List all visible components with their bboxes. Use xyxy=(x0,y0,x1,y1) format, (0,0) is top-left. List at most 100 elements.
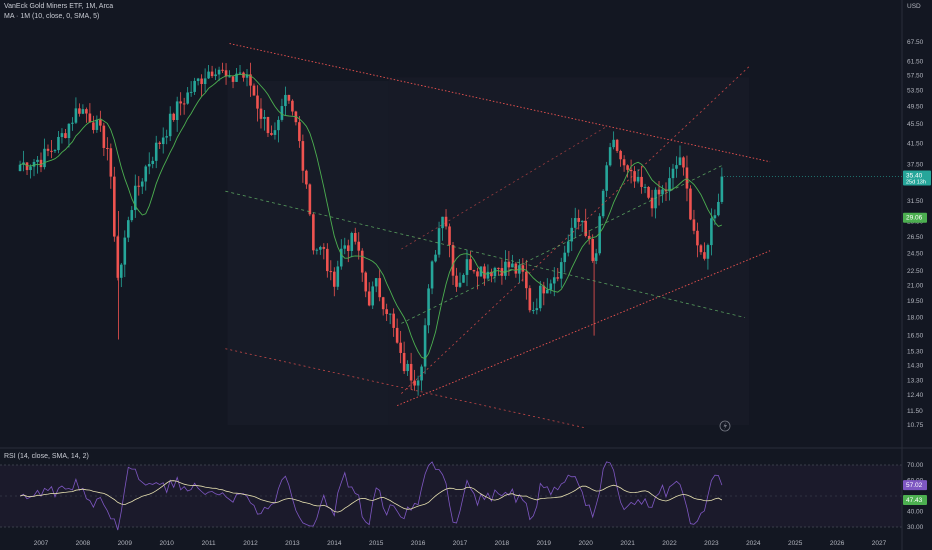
candle-body xyxy=(130,210,134,221)
time-tick-label: 2024 xyxy=(746,540,761,547)
candle-body xyxy=(203,78,207,85)
candle-body xyxy=(671,168,675,179)
candle-body xyxy=(720,176,724,202)
candle-body xyxy=(584,220,587,236)
candle-body xyxy=(633,171,636,182)
time-tick-label: 2026 xyxy=(830,540,845,547)
candle-body xyxy=(161,137,165,145)
candle-body xyxy=(622,159,626,166)
candle-body xyxy=(305,170,308,185)
candle-body xyxy=(608,147,612,166)
candle-body xyxy=(217,69,221,75)
candle-body xyxy=(140,181,144,187)
candle-body xyxy=(504,261,507,276)
candle-body xyxy=(444,216,448,227)
time-tick-label: 2027 xyxy=(872,540,887,547)
rsi-badge xyxy=(903,480,927,491)
candle-body xyxy=(615,139,619,151)
candle-body xyxy=(587,235,591,239)
candle-body xyxy=(566,241,570,253)
candle-body xyxy=(64,133,67,139)
candle-body xyxy=(416,380,420,386)
candle-body xyxy=(53,150,57,152)
candle-body xyxy=(259,108,263,119)
candle-body xyxy=(57,136,60,151)
candle-body xyxy=(210,71,214,77)
time-tick-label: 2018 xyxy=(495,540,510,547)
candle-body xyxy=(18,164,22,172)
rsi-ma-badge-label: 47.43 xyxy=(906,497,923,504)
candle-body xyxy=(699,245,703,253)
candle-body xyxy=(661,189,664,195)
candle-body xyxy=(682,157,685,168)
candle-body xyxy=(399,342,402,353)
candle-body xyxy=(364,272,368,292)
lightning-icon[interactable] xyxy=(719,420,731,432)
candle-body xyxy=(486,271,490,279)
candle-body xyxy=(612,139,615,148)
time-tick-label: 2014 xyxy=(327,540,342,547)
candle-body xyxy=(249,74,252,86)
candle-body xyxy=(423,325,427,367)
candle-body xyxy=(67,123,71,139)
price-tick-label: 57.50 xyxy=(907,72,924,79)
candle-body xyxy=(643,186,647,188)
candle-body xyxy=(263,116,266,119)
candle-body xyxy=(193,80,196,92)
price-tick-label: 13.30 xyxy=(907,378,924,385)
candle-body xyxy=(329,271,333,273)
lightning-glyph xyxy=(723,422,727,430)
ma-indicator-label[interactable]: MA · 1M (10, close, 0, SMA, 5) xyxy=(4,13,100,20)
candle-body xyxy=(120,264,123,278)
candle-body xyxy=(39,159,43,168)
candle-body xyxy=(629,169,633,172)
candle-body xyxy=(650,197,654,209)
rsi-tick-label: 70.00 xyxy=(907,462,924,469)
price-tick-label: 12.40 xyxy=(907,392,924,399)
candle-body xyxy=(238,72,242,74)
candles-group xyxy=(18,62,724,396)
candle-body xyxy=(154,142,158,161)
candle-body xyxy=(594,253,598,261)
candle-body xyxy=(441,216,444,229)
ma-badge xyxy=(903,212,927,223)
candle-body xyxy=(106,147,109,149)
candle-body xyxy=(657,189,661,195)
candle-body xyxy=(298,122,301,142)
candle-body xyxy=(692,219,696,231)
time-tick-label: 2015 xyxy=(369,540,384,547)
candle-body xyxy=(168,113,172,137)
channel-shade-left xyxy=(227,80,389,426)
channel-lower-left xyxy=(225,348,586,429)
rsi-indicator-label[interactable]: RSI (14, close, SMA, 14, 2) xyxy=(4,453,89,460)
candle-body xyxy=(36,159,39,162)
candle-body xyxy=(696,230,699,246)
time-tick-label: 2010 xyxy=(159,540,174,547)
candle-body xyxy=(78,108,81,114)
candle-body xyxy=(514,263,518,274)
candle-body xyxy=(235,73,238,82)
candle-body xyxy=(360,250,364,273)
candle-body xyxy=(277,119,280,131)
candle-body xyxy=(521,265,525,272)
price-tick-label: 41.50 xyxy=(907,140,924,147)
candle-body xyxy=(315,249,319,251)
candle-body xyxy=(472,270,476,272)
candle-body xyxy=(626,165,629,170)
price-tick-label: 22.50 xyxy=(907,268,924,275)
candle-body xyxy=(437,228,441,255)
candle-body xyxy=(147,164,151,167)
candle-body xyxy=(346,245,350,251)
candle-body xyxy=(706,245,710,259)
candle-body xyxy=(92,122,95,130)
candle-body xyxy=(640,176,643,187)
price-tick-label: 53.50 xyxy=(907,87,924,94)
rsi-line xyxy=(19,461,723,531)
chart-title: VanEck Gold Miners ETF, 1M, Arca xyxy=(4,3,114,10)
candle-body xyxy=(339,248,343,267)
rsi-tick-label: 30.00 xyxy=(907,524,924,531)
candle-body xyxy=(549,283,553,290)
candle-body xyxy=(378,278,381,298)
candle-body xyxy=(559,262,563,279)
